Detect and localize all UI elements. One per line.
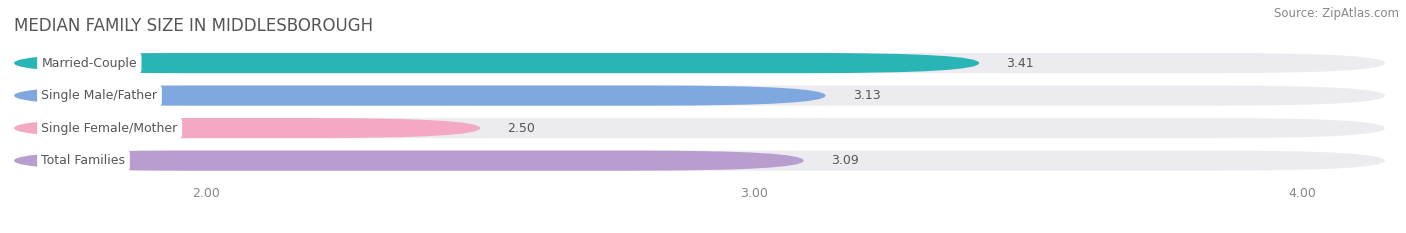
Text: Single Male/Father: Single Male/Father — [41, 89, 157, 102]
Text: Total Families: Total Families — [41, 154, 125, 167]
FancyBboxPatch shape — [14, 53, 1385, 73]
FancyBboxPatch shape — [14, 118, 1385, 138]
FancyBboxPatch shape — [14, 118, 481, 138]
FancyBboxPatch shape — [14, 86, 1385, 106]
FancyBboxPatch shape — [14, 151, 804, 171]
Text: 2.50: 2.50 — [508, 122, 536, 135]
Text: Single Female/Mother: Single Female/Mother — [41, 122, 177, 135]
Text: MEDIAN FAMILY SIZE IN MIDDLESBOROUGH: MEDIAN FAMILY SIZE IN MIDDLESBOROUGH — [14, 17, 373, 35]
Text: 3.13: 3.13 — [853, 89, 880, 102]
FancyBboxPatch shape — [14, 151, 1385, 171]
Text: 3.09: 3.09 — [831, 154, 859, 167]
Text: 3.41: 3.41 — [1007, 57, 1035, 70]
Text: Married-Couple: Married-Couple — [41, 57, 138, 70]
Text: Source: ZipAtlas.com: Source: ZipAtlas.com — [1274, 7, 1399, 20]
FancyBboxPatch shape — [14, 86, 825, 106]
FancyBboxPatch shape — [14, 53, 979, 73]
